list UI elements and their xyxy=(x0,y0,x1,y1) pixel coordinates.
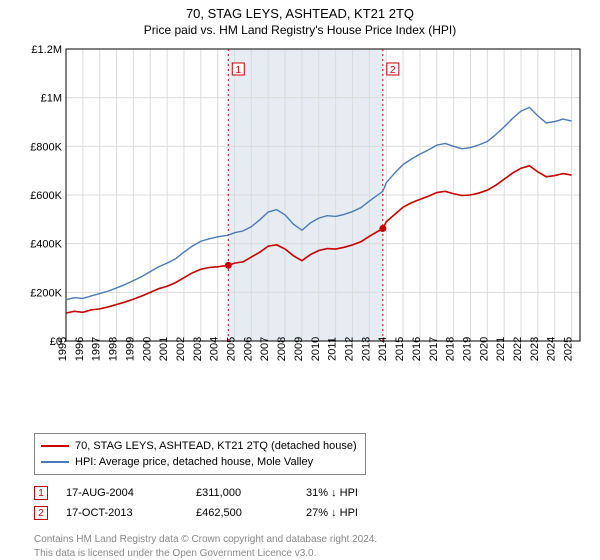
svg-text:1999: 1999 xyxy=(124,337,136,361)
transaction-price: £462,500 xyxy=(196,507,306,519)
svg-text:£600K: £600K xyxy=(30,190,62,202)
svg-text:2013: 2013 xyxy=(360,337,372,361)
svg-text:2017: 2017 xyxy=(428,337,440,361)
transaction-date: 17-OCT-2013 xyxy=(66,507,196,519)
svg-text:2012: 2012 xyxy=(343,337,355,361)
svg-text:£1M: £1M xyxy=(41,93,62,105)
svg-text:1996: 1996 xyxy=(74,337,86,361)
chart-subtitle: Price paid vs. HM Land Registry's House … xyxy=(0,21,600,41)
chart-area: £0£200K£400K£600K£800K£1M£1.2M1995199619… xyxy=(28,41,588,391)
legend-swatch xyxy=(41,445,69,447)
svg-text:2009: 2009 xyxy=(293,337,305,361)
svg-text:2003: 2003 xyxy=(192,337,204,361)
svg-text:2025: 2025 xyxy=(563,337,575,361)
transactions-table: 1 17-AUG-2004£311,00031% ↓ HPI 2 17-OCT-201… xyxy=(34,483,600,523)
legend-item: HPI: Average price, detached house, Mole… xyxy=(41,454,357,470)
transaction-delta: 27% ↓ HPI xyxy=(306,507,406,519)
svg-text:2021: 2021 xyxy=(495,337,507,361)
svg-text:2016: 2016 xyxy=(411,337,423,361)
transaction-row: 1 17-AUG-2004£311,00031% ↓ HPI xyxy=(34,483,600,503)
transaction-delta: 31% ↓ HPI xyxy=(306,487,406,499)
svg-text:2007: 2007 xyxy=(259,337,271,361)
svg-text:2: 2 xyxy=(390,65,396,76)
svg-text:1998: 1998 xyxy=(108,337,120,361)
svg-text:2022: 2022 xyxy=(512,337,524,361)
svg-text:2023: 2023 xyxy=(529,337,541,361)
legend-label: HPI: Average price, detached house, Mole… xyxy=(75,456,313,468)
legend-item: 70, STAG LEYS, ASHTEAD, KT21 2TQ (detach… xyxy=(41,438,357,454)
svg-text:2024: 2024 xyxy=(546,337,558,361)
legend-swatch xyxy=(41,461,69,463)
transaction-marker: 1 xyxy=(34,486,48,500)
transaction-date: 17-AUG-2004 xyxy=(66,487,196,499)
svg-text:2005: 2005 xyxy=(226,337,238,361)
svg-text:£800K: £800K xyxy=(30,141,62,153)
legend: 70, STAG LEYS, ASHTEAD, KT21 2TQ (detach… xyxy=(34,433,366,475)
svg-text:£400K: £400K xyxy=(30,239,62,251)
svg-text:2020: 2020 xyxy=(478,337,490,361)
svg-text:2008: 2008 xyxy=(276,337,288,361)
footer-line-1: Contains HM Land Registry data © Crown c… xyxy=(34,533,600,547)
svg-text:2019: 2019 xyxy=(461,337,473,361)
line-chart-svg: £0£200K£400K£600K£800K£1M£1.2M1995199619… xyxy=(28,41,588,391)
svg-text:2018: 2018 xyxy=(445,337,457,361)
footer-attribution: Contains HM Land Registry data © Crown c… xyxy=(34,533,600,560)
svg-text:2001: 2001 xyxy=(158,337,170,361)
transaction-marker: 2 xyxy=(34,506,48,520)
svg-text:2002: 2002 xyxy=(175,337,187,361)
svg-text:£1.2M: £1.2M xyxy=(31,44,62,56)
svg-text:2000: 2000 xyxy=(141,337,153,361)
transaction-price: £311,000 xyxy=(196,487,306,499)
svg-text:£200K: £200K xyxy=(30,287,62,299)
chart-title: 70, STAG LEYS, ASHTEAD, KT21 2TQ xyxy=(0,0,600,21)
svg-text:1997: 1997 xyxy=(91,337,103,361)
svg-text:2010: 2010 xyxy=(310,337,322,361)
transaction-row: 2 17-OCT-2013£462,50027% ↓ HPI xyxy=(34,503,600,523)
svg-text:1995: 1995 xyxy=(57,337,69,361)
svg-text:2015: 2015 xyxy=(394,337,406,361)
svg-text:2006: 2006 xyxy=(242,337,254,361)
legend-label: 70, STAG LEYS, ASHTEAD, KT21 2TQ (detach… xyxy=(75,440,357,452)
svg-text:1: 1 xyxy=(236,65,242,76)
footer-line-2: This data is licensed under the Open Gov… xyxy=(34,547,600,560)
svg-text:2004: 2004 xyxy=(209,337,221,361)
